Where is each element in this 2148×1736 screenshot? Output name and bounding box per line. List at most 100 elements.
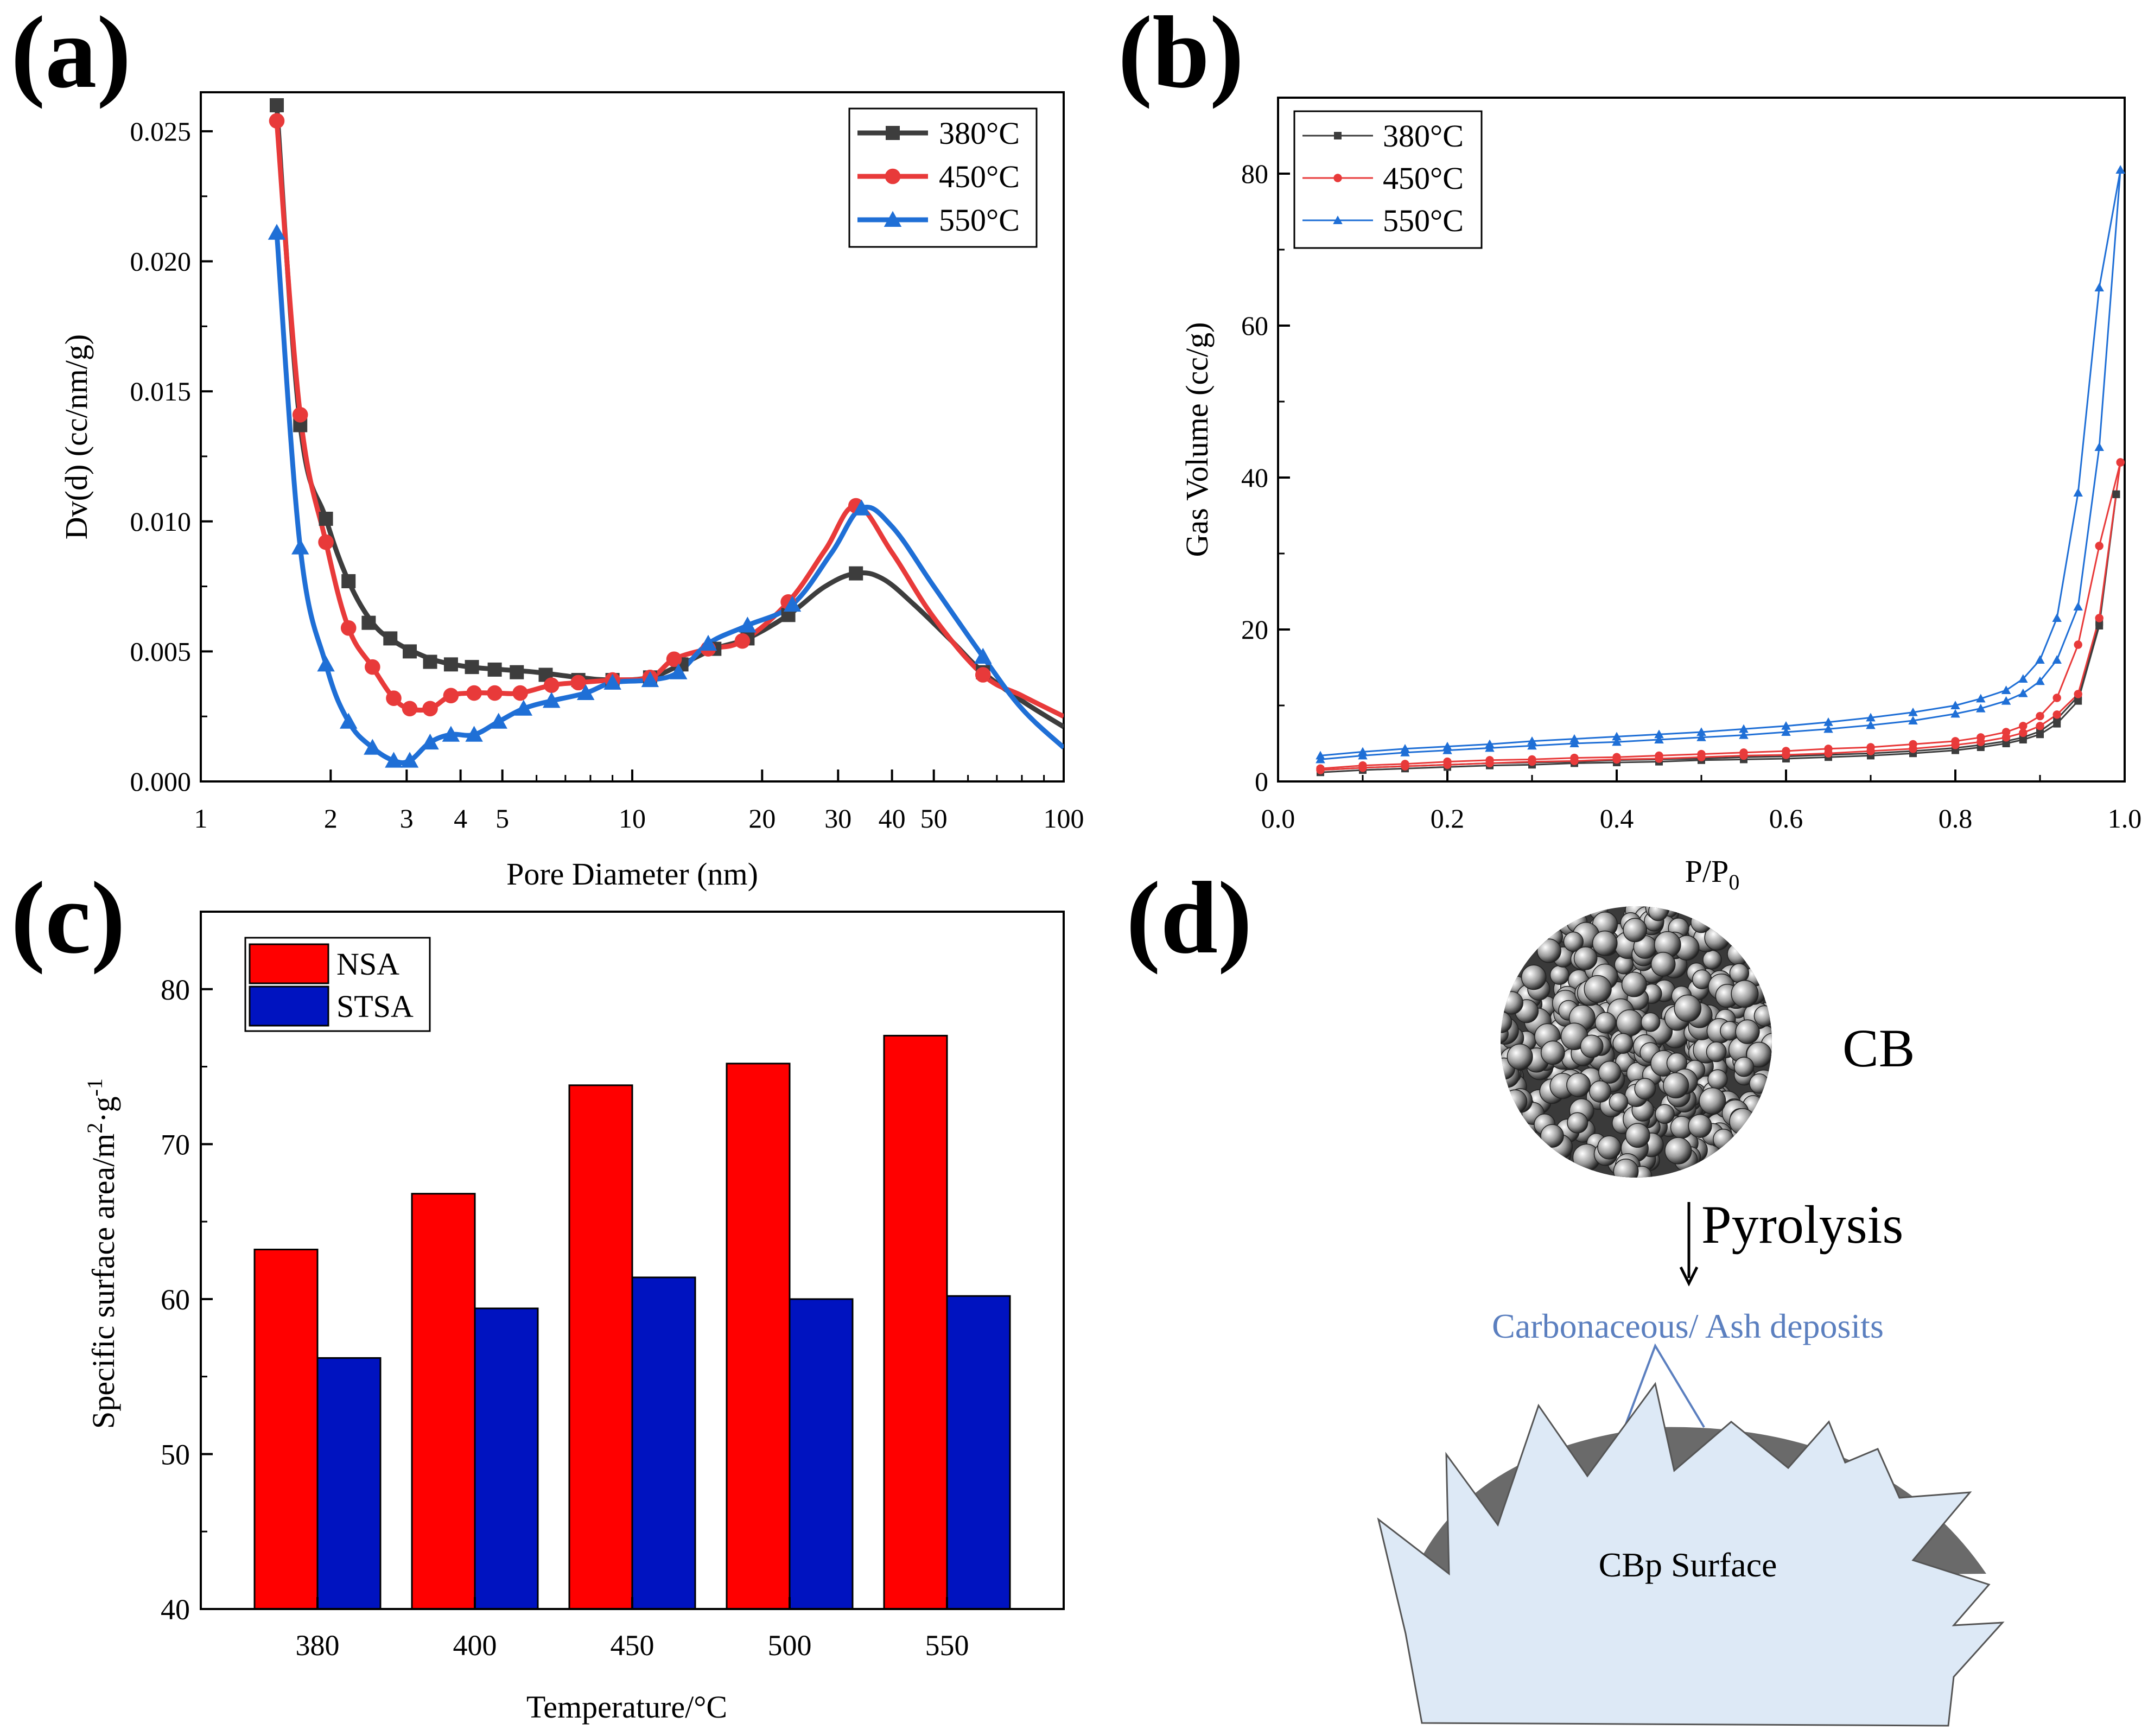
chart-b-point-adsorption-s2-8 — [1654, 735, 1664, 743]
chart-b-point-desorption-s2-18 — [1527, 736, 1537, 745]
cb-bead — [1536, 938, 1561, 963]
chart-a-point-s0-4 — [361, 615, 376, 630]
chart-b-point-desorption-s2-22 — [1358, 747, 1368, 756]
chart-a-legend: 380°C 450°C 550°C — [848, 107, 1038, 248]
chart-a-point-s0-0 — [269, 98, 284, 112]
cb-bead — [1688, 1114, 1712, 1138]
cb-label: CB — [1842, 1018, 1915, 1078]
chart-b-legend-marker-0 — [1334, 132, 1342, 139]
chart-a-ytick-label: 0.020 — [130, 246, 192, 277]
chart-b-point-desorption-s2-21 — [1400, 744, 1410, 753]
chart-b-point-adsorption-s2-18 — [2018, 688, 2028, 697]
chart-b-point-adsorption-s2-5 — [1527, 741, 1537, 750]
chart-c-xlabel: Temperature/°C — [526, 1689, 727, 1725]
chart-c-bars — [253, 1034, 1011, 1610]
chart-b-legend-marker-1 — [1333, 174, 1342, 182]
chart-b-point-desorption-s2-19 — [1485, 739, 1495, 748]
cb-bead — [1592, 930, 1618, 956]
chart-a-point-s2-7 — [421, 733, 439, 750]
chart-b-xtick-label: 1.0 — [2108, 803, 2142, 834]
chart-a-point-s1-1 — [292, 406, 308, 423]
chart-b-point-desorption-s1-1 — [2095, 542, 2103, 550]
chart-b-point-adsorption-s2-6 — [1569, 739, 1579, 747]
chart-a-ytick-label: 0.000 — [130, 766, 192, 797]
cb-bead — [1580, 1034, 1604, 1058]
chart-a-xtick-label: 40 — [879, 803, 906, 834]
chart-c: 380 400 450 500 550 40 50 60 70 80 Temperature/°C… — [82, 911, 1065, 1725]
cb-bead — [1735, 1019, 1760, 1044]
chart-a-point-s1-2 — [318, 534, 334, 550]
cb-bead — [1753, 1005, 1772, 1027]
chart-a-point-s1-21 — [975, 667, 991, 683]
chart-a-legend-label-1: 450°C — [939, 159, 1020, 194]
chart-a-point-s0-2 — [319, 511, 333, 526]
cb-bead — [1713, 1128, 1734, 1150]
chart-b-point-desorption-s2-20 — [1442, 741, 1452, 751]
chart-a-point-s1-11 — [512, 685, 528, 701]
chart-b-ytick-label: 80 — [1241, 158, 1268, 189]
chart-a-point-s2-3 — [339, 713, 358, 729]
chart-b-point-desorption-s1-8 — [1951, 737, 1960, 746]
chart-c-ytick-label: 40 — [161, 1593, 190, 1626]
cb-bead — [1616, 1009, 1643, 1036]
chart-a-point-s1-0 — [269, 113, 285, 129]
chart-a-point-s0-5 — [383, 631, 398, 646]
chart-b-point-desorption-s1-22 — [1358, 761, 1367, 770]
chart-b-point-desorption-s2-10 — [1866, 713, 1876, 722]
chart-b-point-adsorption-s2-12 — [1823, 724, 1833, 733]
chart-a-point-s1-13 — [570, 675, 586, 691]
panel-label-c: (c) — [11, 861, 125, 975]
chart-a-xtick-label: 50 — [920, 803, 948, 834]
cb-bead — [1663, 1072, 1689, 1099]
chart-b-point-adsorption-s2-22 — [2094, 442, 2104, 451]
chart-b-ytick-label: 60 — [1241, 310, 1268, 341]
chart-b-point-desorption-s1-5 — [2019, 722, 2028, 730]
chart-a-ytick-label: 0.005 — [130, 636, 192, 666]
chart-a-point-s2-11 — [514, 700, 533, 716]
chart-b-point-desorption-s1-19 — [1485, 756, 1494, 765]
chart-b-ticks: 0.0 0.2 0.4 0.6 0.8 1.0 0 20 40 60 80 — [1241, 158, 2141, 834]
chart-b-point-desorption-s0-0 — [2112, 490, 2120, 498]
chart-a-point-s0-8 — [443, 657, 458, 672]
cb-bead — [1594, 1012, 1617, 1034]
chart-b-point-desorption-s2-9 — [1908, 707, 1918, 716]
chart-c-bar-nsa-3 — [726, 1063, 791, 1610]
cb-bead — [1699, 1087, 1726, 1115]
cb-bead — [1650, 952, 1676, 977]
cb-bead — [1563, 931, 1584, 952]
cb-particle — [1501, 906, 1772, 1178]
chart-b-point-desorption-s1-20 — [1443, 757, 1452, 766]
chart-a-ytick-label: 0.010 — [130, 506, 192, 537]
cb-bead — [1613, 1159, 1639, 1178]
chart-a-point-s2-18 — [739, 616, 757, 633]
chart-b-point-desorption-s1-0 — [2116, 458, 2125, 467]
chart-b-adsorption-line-2 — [1320, 169, 2121, 760]
chart-b-point-adsorption-s1-20 — [2052, 710, 2061, 719]
chart-a-point-s2-0 — [268, 224, 286, 240]
deposit-label: Carbonaceous/ Ash deposits — [1492, 1307, 1884, 1345]
chart-c-ytick-label: 50 — [161, 1438, 190, 1471]
cb-bead — [1674, 994, 1702, 1022]
cb-bead — [1625, 1123, 1650, 1148]
chart-a-xlabel: Pore Diameter (nm) — [506, 856, 758, 892]
chart-a-point-s0-6 — [403, 644, 417, 659]
chart-b-point-desorption-s1-2 — [2074, 640, 2082, 649]
chart-b-point-desorption-s1-13 — [1739, 748, 1748, 757]
chart-a-point-s2-10 — [490, 713, 507, 729]
chart-b-point-desorption-s2-17 — [1569, 734, 1579, 743]
chart-b-point-adsorption-s1-22 — [2095, 614, 2103, 622]
chart-c-legend-swatch-1 — [249, 985, 329, 1027]
cb-bead — [1589, 1080, 1611, 1103]
chart-b-point-desorption-s2-0 — [2115, 165, 2125, 174]
pyrolysis-label: Pyrolysis — [1701, 1194, 1903, 1255]
chart-b-point-desorption-s2-14 — [1696, 727, 1706, 736]
chart-b-xtick-label: 0.4 — [1600, 803, 1634, 834]
chart-c-legend-label-0: NSA — [336, 946, 399, 982]
chart-c-xtick-label: 400 — [453, 1629, 497, 1662]
chart-a-point-s0-9 — [465, 660, 479, 675]
chart-a-ytick-label: 0.015 — [130, 376, 192, 406]
chart-a: 1 2 3 4 5 10 20 30 40 50 100 0.000 0.005 0.010 0.015 0.… — [59, 91, 1084, 892]
cb-bead — [1655, 1104, 1675, 1124]
